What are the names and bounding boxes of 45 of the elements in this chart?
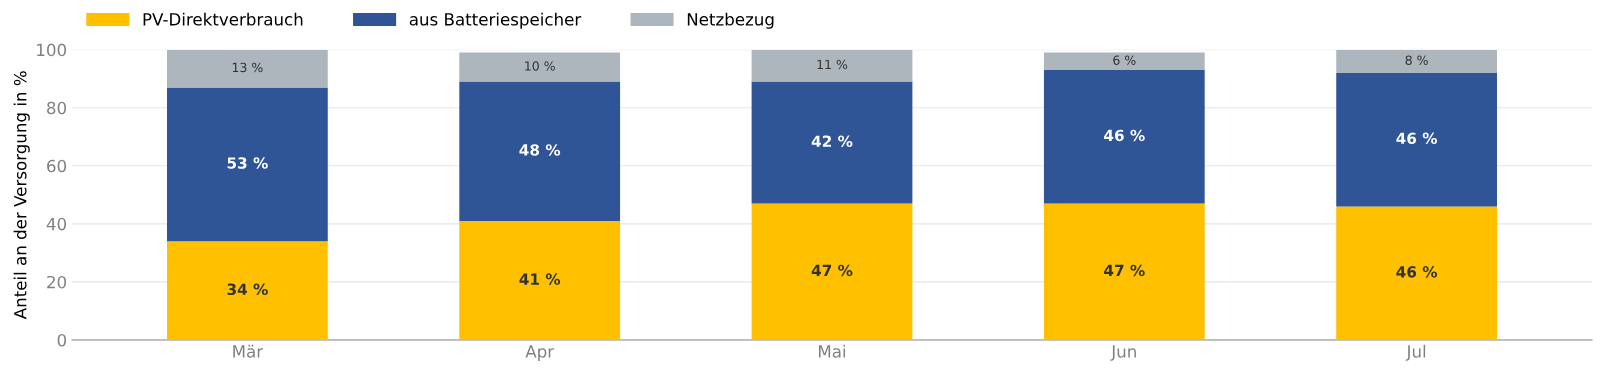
data-label: 53 % <box>227 157 268 169</box>
bar <box>1336 72 1497 207</box>
bar <box>751 203 913 340</box>
bar <box>1336 49 1497 73</box>
data-label: 41 % <box>519 273 561 285</box>
bar <box>459 52 621 82</box>
x-tick-label: Jun <box>1110 345 1136 361</box>
data-label: 47 % <box>1104 264 1145 277</box>
bar <box>1043 203 1205 340</box>
bar <box>459 220 621 340</box>
legend-label: aus Batteriespeicher <box>409 12 582 29</box>
bar <box>167 49 328 88</box>
data-label: 46 % <box>1104 129 1145 142</box>
data-label: 46 % <box>1396 266 1438 278</box>
bar <box>167 241 328 340</box>
bar <box>167 87 328 242</box>
data-label: 42 % <box>811 135 853 147</box>
y-tick-label: 40 <box>46 217 67 231</box>
y-tick-label: 60 <box>47 159 67 173</box>
data-label: 11 % <box>817 59 848 70</box>
y-axis-title: Anteil an der Versorgung in % <box>13 71 30 320</box>
y-tick-label: 80 <box>47 101 67 115</box>
bar <box>1043 69 1205 204</box>
x-tick-label: Apr <box>525 345 555 361</box>
bar <box>1043 52 1205 70</box>
data-label: 34 % <box>227 283 268 296</box>
data-label: 48 % <box>519 144 561 156</box>
bar <box>1336 206 1497 340</box>
y-tick-label: 0 <box>57 333 67 347</box>
data-label: 47 % <box>811 264 853 277</box>
data-label: 10 % <box>525 61 555 71</box>
y-tick-label: 100 <box>37 43 67 57</box>
data-label: 6 % <box>1113 55 1136 65</box>
bar <box>751 49 913 82</box>
y-tick-label: 20 <box>47 275 67 289</box>
legend-label: Netzbezug <box>687 12 774 29</box>
bar <box>751 81 913 204</box>
x-tick-label: Mär <box>233 344 264 358</box>
bar <box>459 81 621 221</box>
x-tick-label: Jul <box>1405 344 1426 361</box>
data-label: 8 % <box>1405 55 1428 65</box>
x-tick-label: Mai <box>819 344 846 358</box>
legend-label: PV-Direktverbrauch <box>143 12 303 26</box>
data-label: 13 % <box>232 62 263 73</box>
data-label: 46 % <box>1396 132 1438 145</box>
